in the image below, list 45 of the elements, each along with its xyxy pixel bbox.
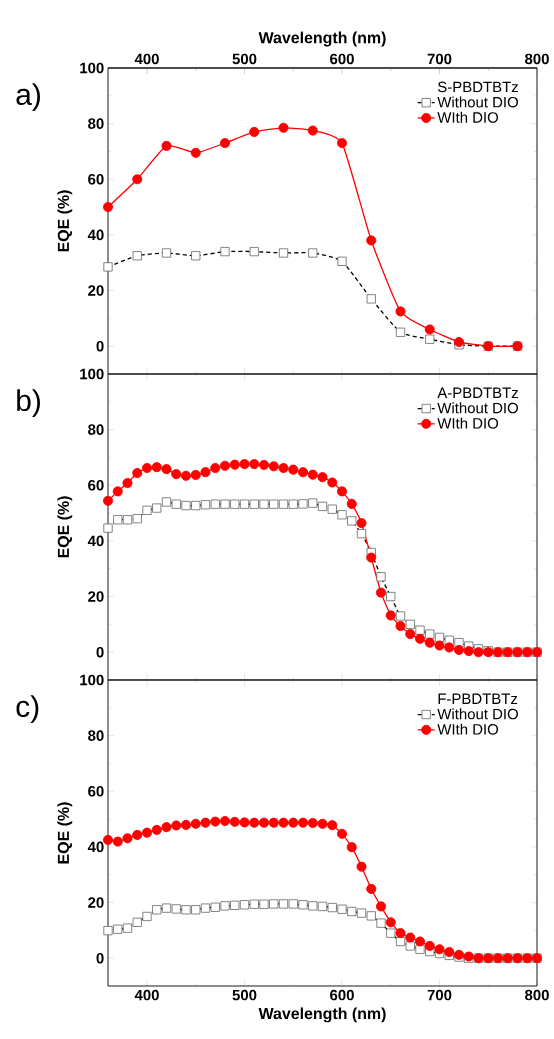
y-axis-title: EQE (%) [57,496,73,558]
y-tick-label: 60 [88,173,104,185]
x-tick-label: 500 [232,989,257,1001]
y-tick-label: 100 [80,62,104,74]
x2-axis-title: Wavelength (nm) [258,31,386,47]
y-tick-label: 0 [96,646,104,658]
y-tick-label: 40 [87,229,104,241]
legend-title: A-PBDTBTz [437,387,518,398]
y-tick-label: 20 [88,285,104,296]
y-tick-label: 20 [88,897,104,908]
y-tick-label: 20 [88,591,104,602]
y-tick-label: 80 [88,424,104,435]
y-axis-title: EQE (%) [57,802,73,864]
x-tick-label: 600 [330,989,354,1001]
y-axis-title: EQE (%) [57,190,73,252]
x2-tick-label: 400 [134,53,159,65]
x2-tick-label: 500 [232,53,257,65]
x-tick-label: 800 [525,989,549,1001]
legend-label: Without DIO [437,402,518,414]
x2-tick-label: 600 [330,53,354,65]
legend-label: WIth DIO [437,723,499,735]
legend-label: WIth DIO [437,111,499,123]
legend-title: S-PBDTBTz [437,81,518,93]
text: b) [17,389,40,417]
x-tick-label: 400 [134,989,159,1001]
text: a) [16,83,40,111]
legend-label: WIth DIO [437,417,499,429]
x2-tick-label: 800 [525,53,549,65]
y-tick-label: 60 [88,785,104,797]
text: c) [16,695,39,723]
y-tick-label: 100 [80,368,104,380]
y-tick-label: 80 [88,730,104,741]
legend-label: Without DIO [437,96,518,108]
y-tick-label: 40 [87,841,104,853]
x-tick-label: 700 [427,989,452,1001]
y-tick-label: 100 [80,674,104,686]
legend-title: F-PBDTBTz [438,693,518,704]
y-tick-label: 40 [87,535,104,547]
y-tick-label: 0 [96,340,104,352]
y-tick-label: 60 [88,479,104,491]
legend-label: Without DIO [437,708,518,720]
x-axis-title: Wavelength (nm) [258,1007,386,1023]
y-tick-label: 80 [88,118,104,129]
x2-tick-label: 700 [427,53,452,65]
y-tick-label: 0 [96,952,104,964]
